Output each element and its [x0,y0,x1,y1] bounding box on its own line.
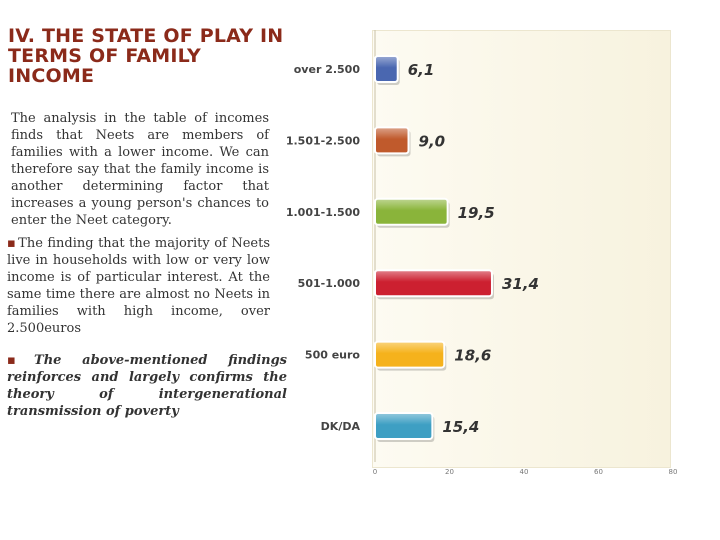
bar-1 [374,126,410,155]
x-tick-label: 60 [594,468,603,476]
bar-2 [374,197,449,226]
bullet-point-1: ▪ The finding that the majority of Neets … [7,235,270,337]
bar-3 [374,269,493,298]
bar-4 [374,340,446,369]
bar-5 [374,412,434,440]
x-tick-label: 40 [520,468,529,476]
category-label: DK/DA [321,420,361,433]
data-label: 31,4 [502,275,539,293]
x-tick-label: 20 [445,468,454,476]
data-label: 19,5 [458,204,495,222]
bar-0 [374,55,399,83]
category-label: 501-1.000 [298,277,361,290]
bullet-text-2: The above-mentioned findings reinforces … [7,353,287,419]
bullet-marker: ▪ [7,353,33,368]
category-label: 1.001-1.500 [286,206,360,219]
data-label: 15,4 [442,418,479,436]
intro-paragraph: The analysis in the table of incomes fin… [11,111,269,228]
bullet-text-1: The finding that the majority of Neets l… [7,236,270,336]
bullet-point-2: ▪ The above-mentioned findings reinforces… [7,352,287,420]
data-label: 6,1 [408,61,435,79]
category-label: over 2.500 [294,63,361,76]
slide-title: IV. THE STATE OF PLAY IN TERMS OF FAMILY… [8,25,284,87]
chart-panel [372,30,671,468]
category-label: 1.501-2.500 [286,134,360,147]
data-label: 18,6 [454,347,491,365]
bullet-marker: ▪ [7,236,17,251]
x-tick-label: 0 [373,468,377,476]
category-label: 500 euro [305,349,361,362]
data-label: 9,0 [419,132,446,150]
x-tick-label: 80 [669,468,678,476]
